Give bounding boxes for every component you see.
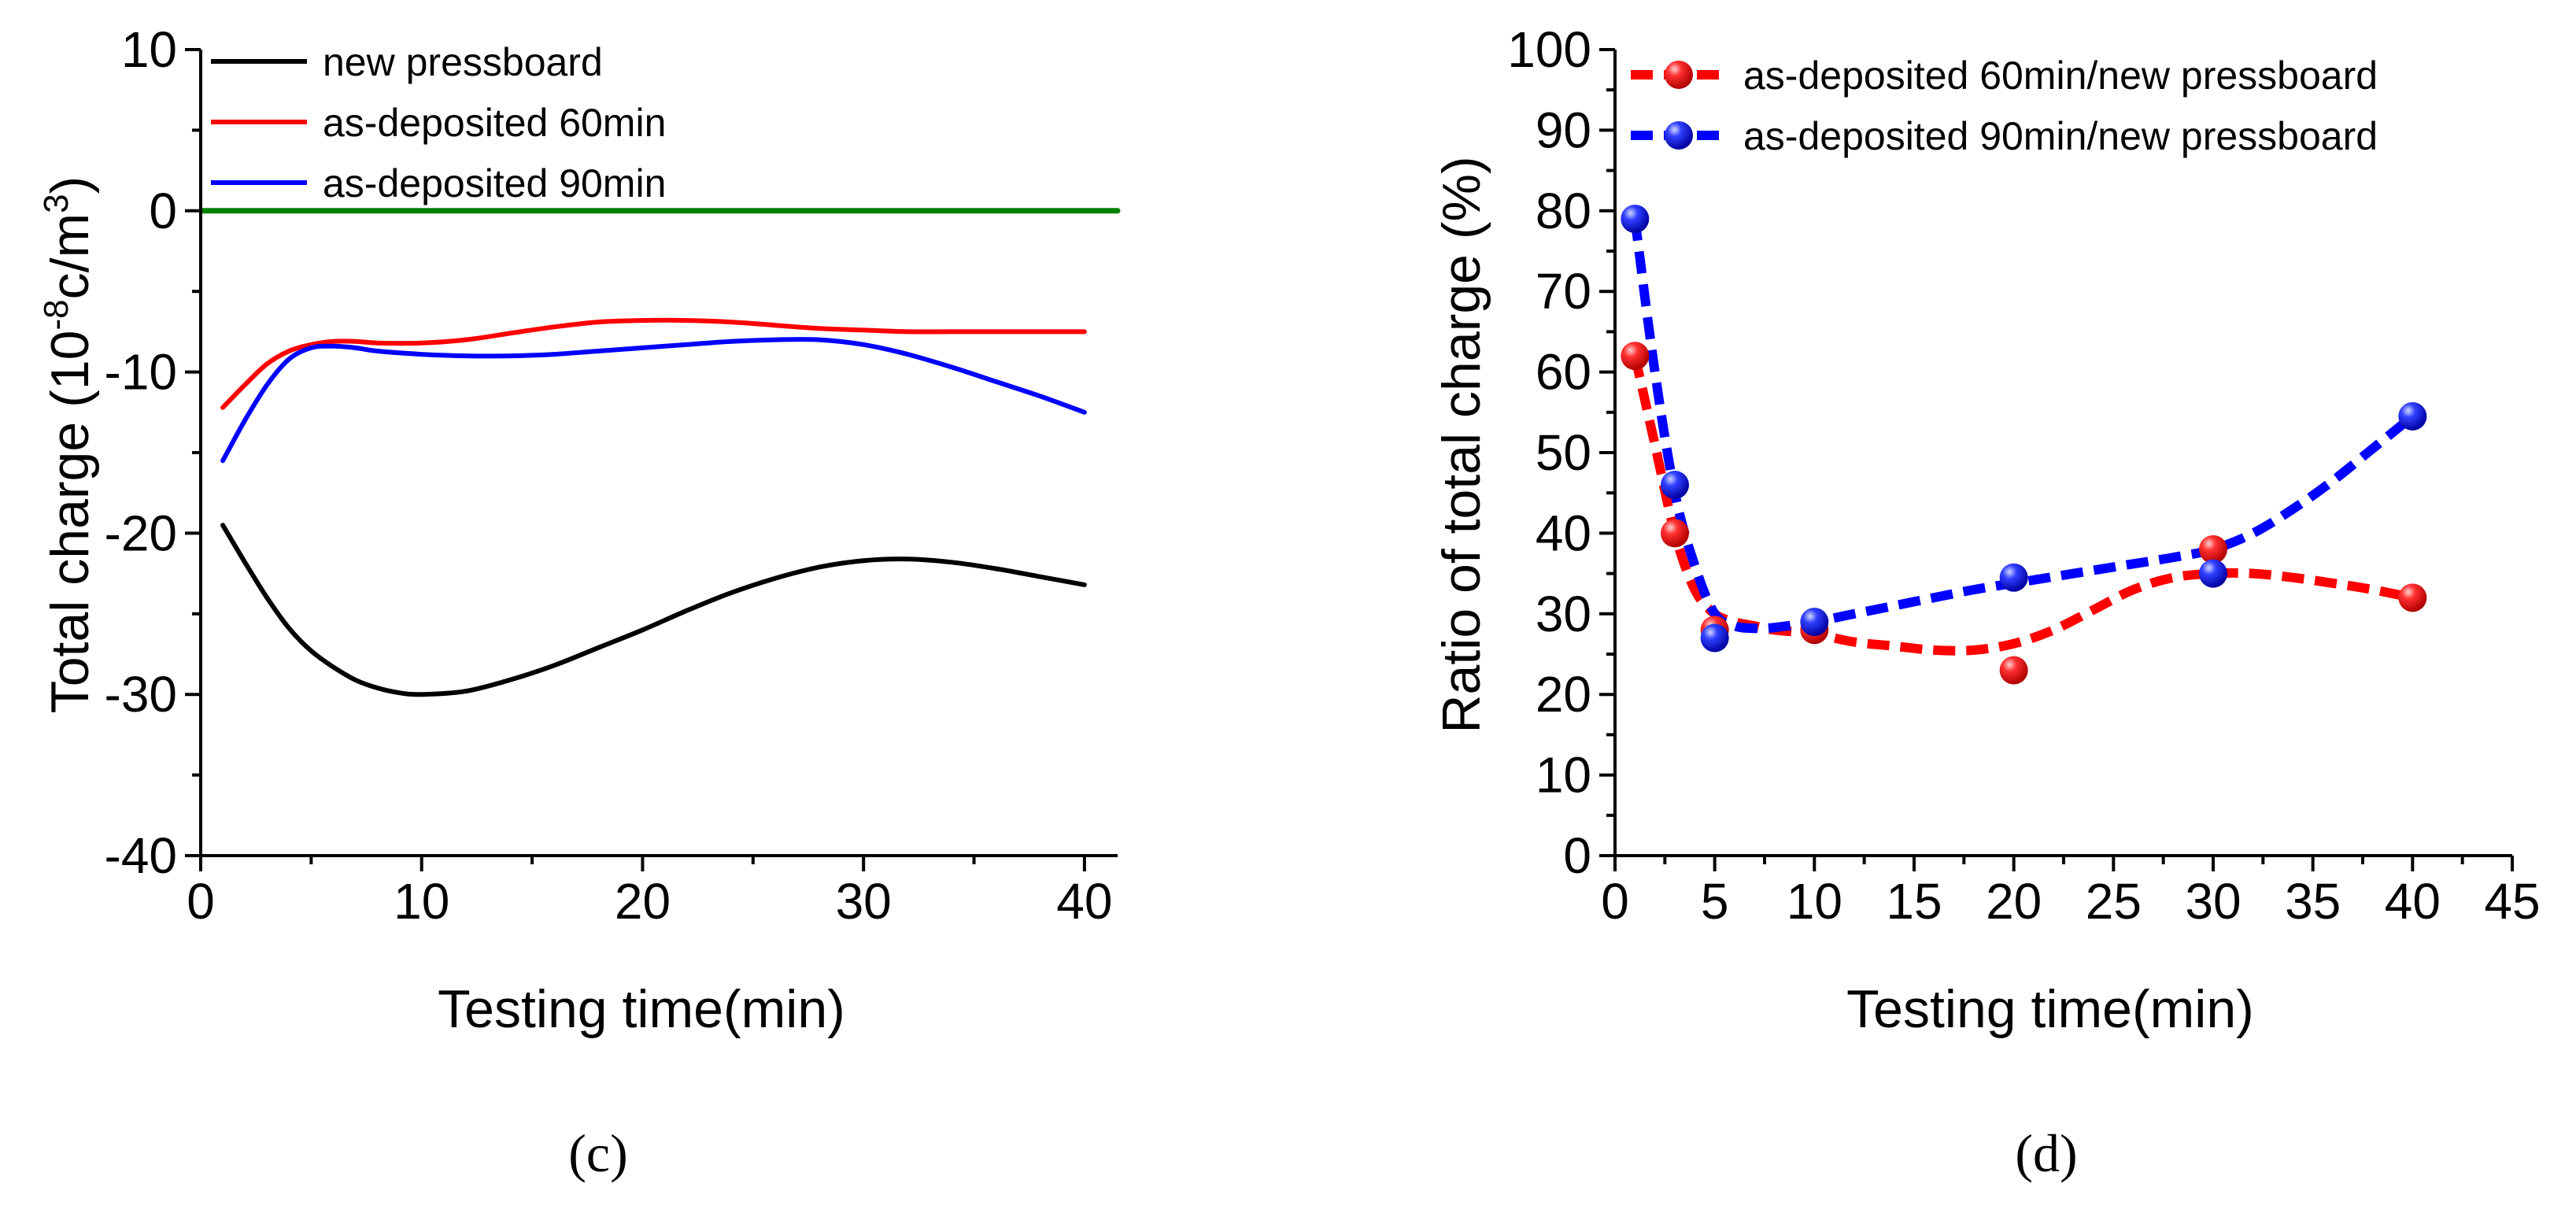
y-tick-label: 20 (1536, 666, 1591, 723)
x-tick-label: 20 (615, 873, 671, 930)
fit-line-as-deposited-60min-new-pressboard (1630, 354, 2414, 656)
panel-d-y-tick-labels: 0 10 20 30 40 50 60 70 80 90 100 (1507, 21, 1591, 884)
data-point-as-deposited-90min-new-pressboard (1700, 623, 1729, 653)
legend-label-ratio-60min: as-deposited 60min/new pressboard (1743, 54, 2378, 98)
legend-marker-ratio-90min (1665, 121, 1693, 150)
panel-c-x-tick-labels: 0 10 20 30 40 (187, 873, 1112, 930)
data-point-as-deposited-90min-new-pressboard (2199, 559, 2227, 588)
panel-c-legend: new pressboard as-deposited 60min as-dep… (211, 40, 666, 205)
legend-label-ratio-90min: as-deposited 90min/new pressboard (1743, 114, 2378, 158)
x-tick-label: 30 (2185, 873, 2241, 930)
y-tick-label: 10 (121, 21, 177, 78)
panel-d-legend: as-deposited 60min/new pressboard as-dep… (1631, 54, 2378, 158)
legend-marker-ratio-60min (1665, 61, 1693, 89)
y-tick-label: 10 (1536, 747, 1591, 804)
x-tick-label: 45 (2484, 873, 2540, 930)
panel-d-label-text: (d) (2015, 1123, 2077, 1183)
y-tick-label: 0 (1563, 827, 1591, 884)
panel-d-series-group (1621, 205, 2427, 685)
y-tick-label: 60 (1536, 344, 1591, 401)
x-tick-label: 10 (394, 873, 449, 930)
x-tick-label: 25 (2086, 873, 2142, 930)
x-tick-label: 40 (1056, 873, 1112, 930)
data-point-as-deposited-90min-new-pressboard (1621, 205, 1650, 234)
y-tick-label: 30 (1536, 586, 1591, 642)
x-tick-label: 15 (1886, 873, 1942, 930)
panel-d-x-tick-labels: 0 5 10 15 20 25 30 35 40 45 (1601, 873, 2540, 930)
fit-line-as-deposited-90min-new-pressboard (1630, 218, 2416, 634)
legend-label-new-pressboard: new pressboard (323, 40, 603, 84)
panel-c-y-title-unit-prefix: (10 (40, 331, 100, 408)
panel-c-label-text: (c) (568, 1123, 627, 1183)
y-tick-label: 90 (1536, 102, 1591, 158)
y-tick-label: -20 (105, 505, 178, 561)
x-tick-label: 40 (2385, 873, 2441, 930)
panel-d-x-axis-title: Testing time(min) (1846, 979, 2254, 1039)
data-point-as-deposited-60min-new-pressboard (2398, 583, 2427, 612)
panel-c-y-title-unit-exp2: 3 (37, 194, 76, 213)
y-tick-label: 80 (1536, 183, 1591, 239)
x-tick-label: 0 (1601, 873, 1629, 930)
x-tick-label: 35 (2285, 873, 2341, 930)
panel-d-chart: 0 5 10 15 20 25 30 35 40 45 0 10 20 30 40 50 60 70 80 90 10… (1432, 21, 2541, 1183)
x-tick-label: 0 (187, 873, 215, 930)
data-point-as-deposited-60min-new-pressboard (1999, 656, 2028, 685)
y-tick-label: 50 (1536, 424, 1591, 481)
x-tick-label: 20 (1986, 873, 2042, 930)
panel-c-chart: 0 10 20 30 40 -40 -30 -20 -10 0 10 Testing time(m… (37, 21, 1121, 1183)
y-tick-label: 0 (149, 183, 177, 239)
data-point-as-deposited-90min-new-pressboard (1661, 470, 1689, 499)
panel-c-y-axis-title: Total charge (10-8c/m3) (37, 176, 100, 714)
panel-c-series-group (201, 208, 1121, 697)
data-point-as-deposited-90min-new-pressboard (1999, 563, 2028, 592)
y-tick-label: 70 (1536, 263, 1591, 320)
x-tick-label: 30 (836, 873, 892, 930)
panel-c-y-tick-labels: -40 -30 -20 -10 0 10 (105, 21, 178, 884)
y-tick-label: 100 (1507, 21, 1591, 78)
data-point-as-deposited-60min-new-pressboard (1621, 342, 1650, 371)
legend-label-90min: as-deposited 90min (323, 161, 666, 205)
data-point-as-deposited-90min-new-pressboard (1800, 608, 1829, 637)
series-line-as-deposited-90min (220, 337, 1087, 464)
legend-label-60min: as-deposited 60min (323, 101, 666, 145)
y-tick-label: -40 (105, 827, 178, 884)
panel-c-y-title-main: Total charge (40, 422, 100, 713)
series-line-new-pressboard (220, 523, 1087, 697)
x-tick-label: 5 (1701, 873, 1729, 930)
data-point-as-deposited-60min-new-pressboard (2199, 534, 2227, 564)
panel-c-y-title-unit-exp: -8 (37, 299, 76, 330)
panel-c-y-title-unit-mid: c/m (40, 213, 100, 300)
y-tick-label: 40 (1536, 505, 1591, 561)
x-tick-label: 10 (1787, 873, 1842, 930)
panel-c-label: (c) (568, 1123, 627, 1183)
data-point-as-deposited-90min-new-pressboard (2398, 401, 2427, 431)
series-line-as-deposited-60min (220, 317, 1087, 410)
y-tick-label: -10 (105, 344, 178, 401)
y-tick-label: -30 (105, 666, 178, 723)
data-point-as-deposited-60min-new-pressboard (1661, 519, 1689, 548)
panel-c-x-axis-title: Testing time(min) (438, 979, 845, 1039)
panel-d-y-axis-title: Ratio of total charge (%) (1432, 156, 1491, 733)
panel-d-ticks (1599, 48, 2514, 871)
panel-c-y-title-unit-suffix: ) (40, 176, 100, 194)
panel-d-label: (d) (2015, 1123, 2077, 1183)
